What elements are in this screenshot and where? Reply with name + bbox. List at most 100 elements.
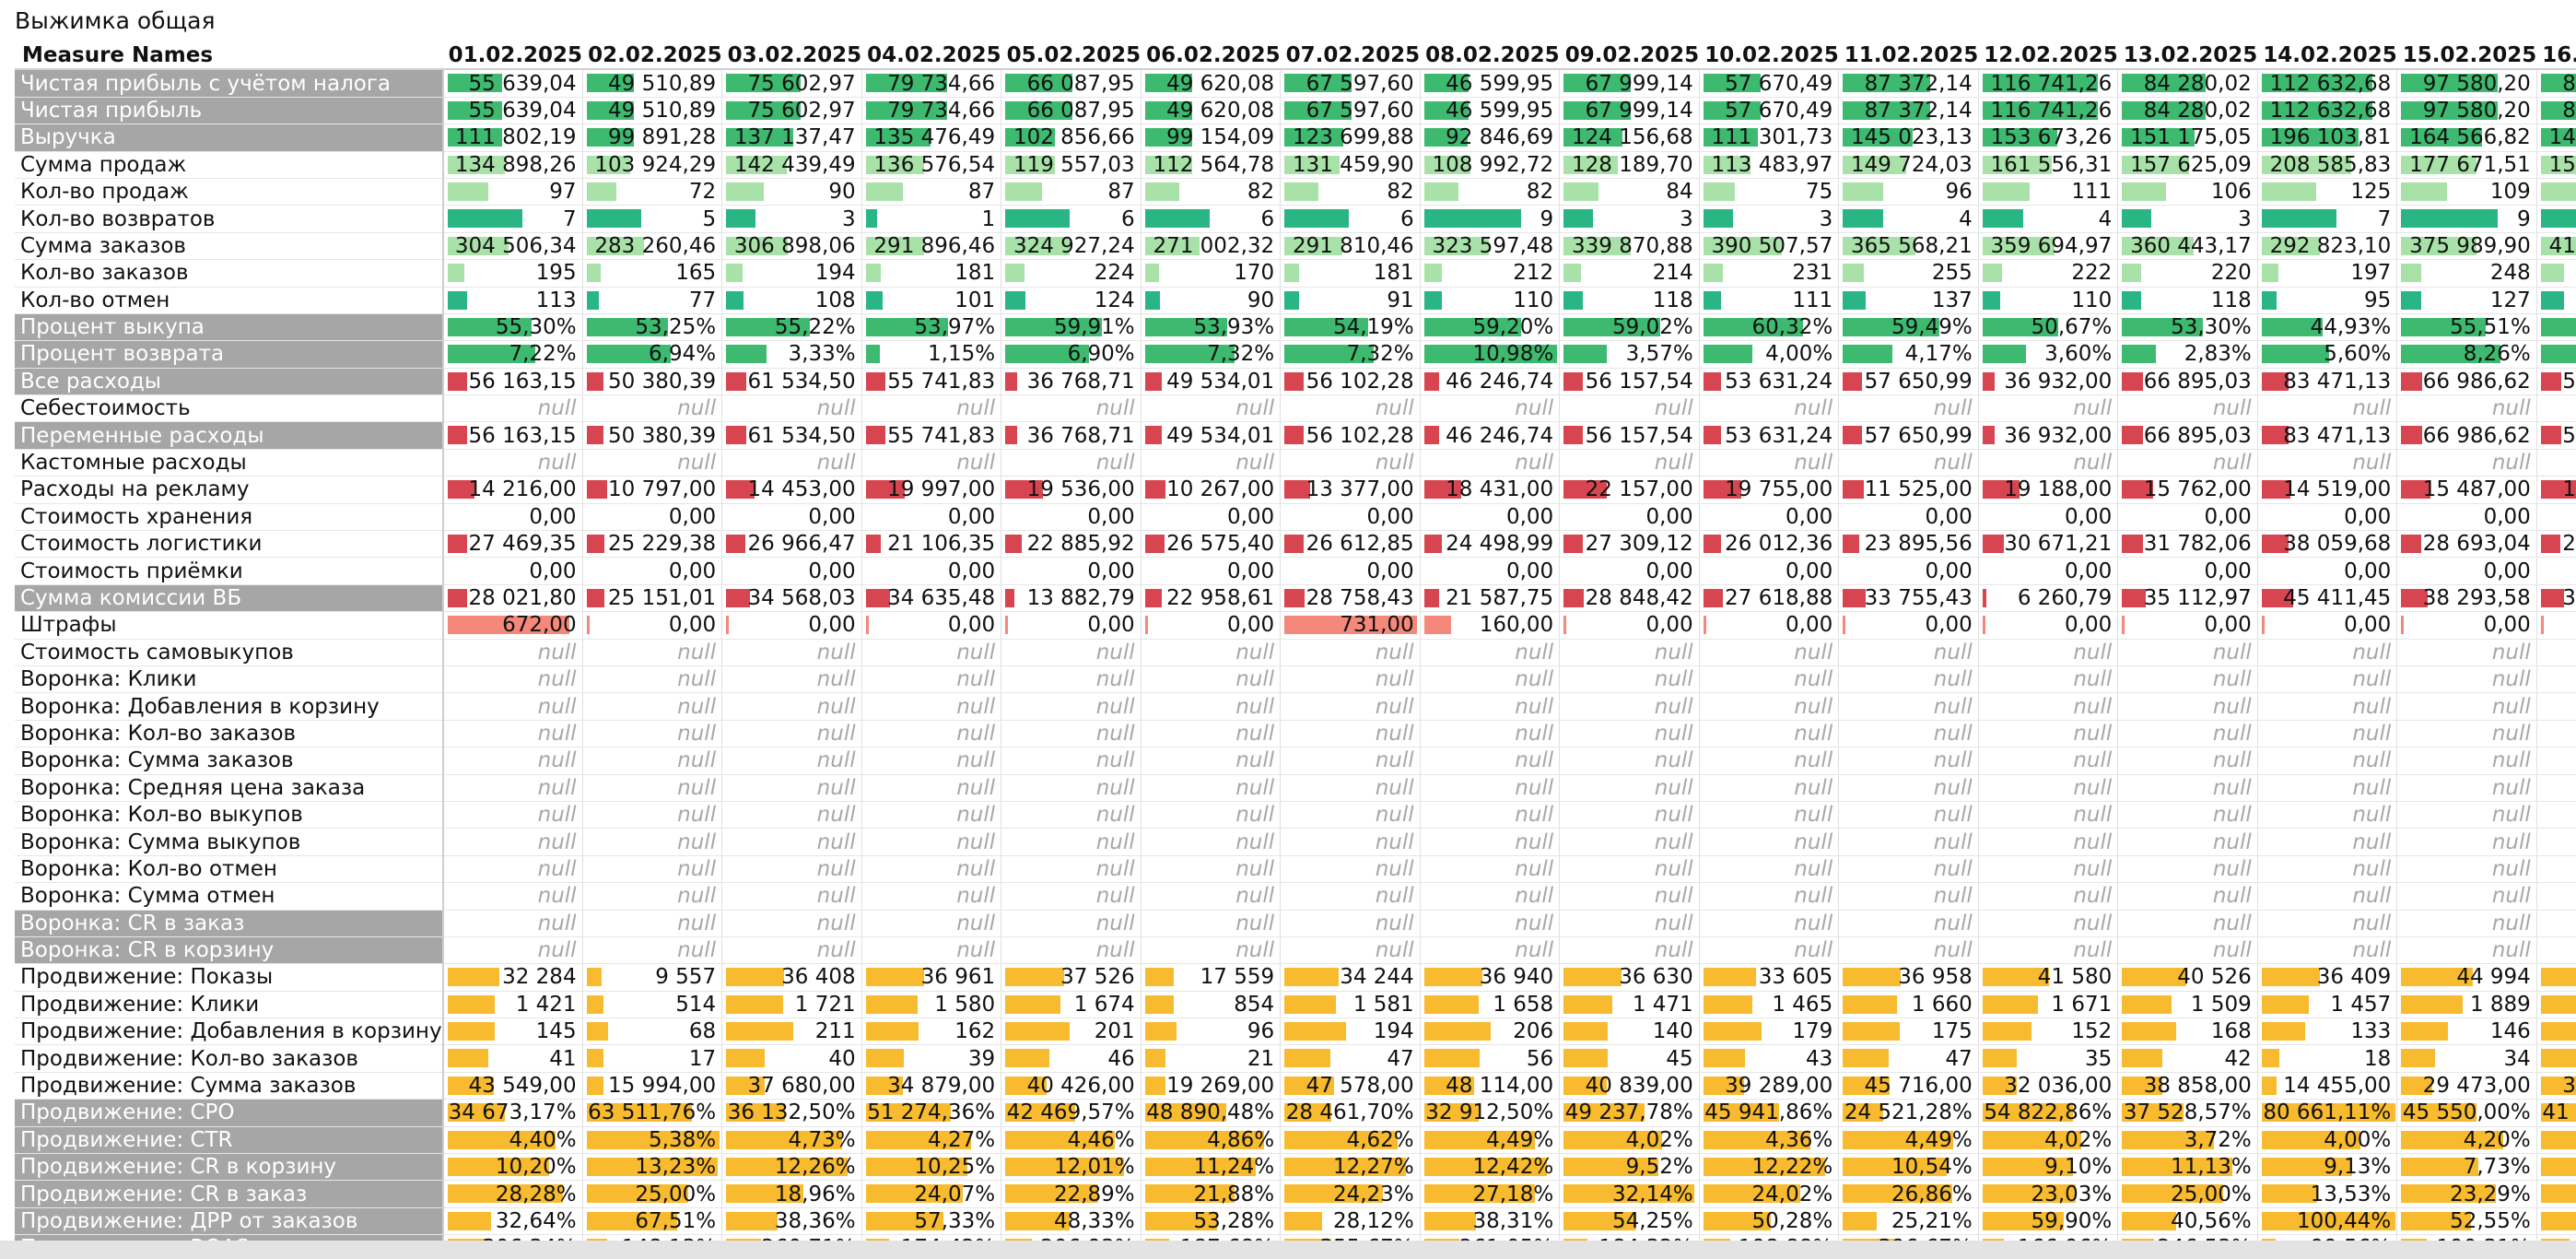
- value-cell[interactable]: null: [582, 828, 723, 856]
- value-cell[interactable]: 116 741,26: [1978, 69, 2119, 98]
- value-cell[interactable]: 34 244: [1280, 963, 1421, 992]
- value-cell[interactable]: null: [1838, 910, 1979, 937]
- measure-name-cell[interactable]: Продвижение: Сумма заказов: [15, 1072, 444, 1100]
- value-cell[interactable]: null: [582, 747, 723, 775]
- value-cell[interactable]: null: [1699, 747, 1840, 775]
- value-cell[interactable]: 34 568,03: [721, 584, 862, 613]
- value-cell[interactable]: 25 229,38: [582, 530, 723, 559]
- value-cell[interactable]: 136 576,54: [861, 151, 1002, 179]
- value-cell[interactable]: 142 439,49: [721, 151, 862, 179]
- value-cell[interactable]: 131 459,90: [1280, 151, 1421, 179]
- value-cell[interactable]: 4,62%: [1280, 1126, 1421, 1155]
- value-cell[interactable]: null: [861, 828, 1002, 856]
- value-cell[interactable]: 66 986,62: [2396, 368, 2537, 396]
- value-cell[interactable]: null: [1420, 774, 1561, 802]
- value-cell[interactable]: 36 132,50%: [721, 1099, 862, 1127]
- value-cell[interactable]: 181: [1280, 259, 1421, 288]
- value-cell[interactable]: null: [861, 394, 1002, 423]
- value-cell[interactable]: 53 631,24: [1699, 421, 1840, 450]
- value-cell[interactable]: null: [2396, 747, 2537, 775]
- value-cell[interactable]: 27 618,88: [1699, 584, 1840, 613]
- value-cell[interactable]: 24 521,28%: [1838, 1099, 1979, 1127]
- value-cell[interactable]: 53,28%: [1141, 1207, 1282, 1236]
- value-cell[interactable]: 59,20%: [1420, 313, 1561, 342]
- value-cell[interactable]: 125: [2257, 178, 2398, 206]
- value-cell[interactable]: 27 044,69: [2536, 530, 2576, 559]
- date-column-header[interactable]: 03.02.2025: [721, 42, 862, 71]
- value-cell[interactable]: null: [442, 720, 583, 748]
- value-cell[interactable]: 0,00: [2536, 611, 2576, 640]
- value-cell[interactable]: 4,02%: [1559, 1126, 1700, 1155]
- value-cell[interactable]: null: [1978, 936, 2119, 965]
- value-cell[interactable]: null: [1838, 801, 1979, 830]
- value-cell[interactable]: null: [582, 801, 723, 830]
- measure-name-cell[interactable]: Кол-во заказов: [15, 259, 444, 288]
- value-cell[interactable]: 10 797,00: [582, 476, 723, 504]
- value-cell[interactable]: 323 597,48: [1420, 232, 1561, 261]
- date-column-header[interactable]: 11.02.2025: [1838, 42, 1979, 71]
- value-cell[interactable]: 57 670,49: [1699, 97, 1840, 125]
- value-cell[interactable]: 160,00: [1420, 611, 1561, 640]
- value-cell[interactable]: null: [2117, 801, 2258, 830]
- value-cell[interactable]: null: [582, 910, 723, 937]
- value-cell[interactable]: 34 673,17%: [442, 1099, 583, 1127]
- value-cell[interactable]: null: [861, 774, 1002, 802]
- value-cell[interactable]: 112 632,68: [2257, 97, 2398, 125]
- horizontal-scrollbar[interactable]: [0, 1241, 2576, 1259]
- value-cell[interactable]: 41 580: [1978, 963, 2119, 992]
- value-cell[interactable]: null: [1001, 801, 1142, 830]
- value-cell[interactable]: 59,91%: [1001, 313, 1142, 342]
- value-cell[interactable]: 21,88%: [1141, 1180, 1282, 1208]
- value-cell[interactable]: 44 994: [2396, 963, 2537, 992]
- value-cell[interactable]: null: [2396, 394, 2537, 423]
- value-cell[interactable]: null: [1141, 692, 1282, 721]
- value-cell[interactable]: 21: [1141, 1044, 1282, 1073]
- value-cell[interactable]: 339 870,88: [1559, 232, 1700, 261]
- value-cell[interactable]: 26 612,85: [1280, 530, 1421, 559]
- value-cell[interactable]: 0,00: [1699, 503, 1840, 532]
- value-cell[interactable]: 306,34%: [442, 1234, 583, 1241]
- value-cell[interactable]: null: [1978, 720, 2119, 748]
- value-cell[interactable]: 0,00: [2396, 503, 2537, 532]
- value-cell[interactable]: 7,32%: [1141, 340, 1282, 369]
- measure-name-cell[interactable]: Кастомные расходы: [15, 449, 444, 477]
- value-cell[interactable]: null: [442, 936, 583, 965]
- value-cell[interactable]: 246,53%: [2117, 1234, 2258, 1241]
- value-cell[interactable]: 75: [1699, 178, 1840, 206]
- measure-name-cell[interactable]: Воронка: Клики: [15, 665, 444, 694]
- value-cell[interactable]: 0,00: [1001, 611, 1142, 640]
- value-cell[interactable]: 100,44%: [2257, 1207, 2398, 1236]
- value-cell[interactable]: null: [1559, 828, 1700, 856]
- value-cell[interactable]: 12,27%: [1280, 1153, 1421, 1182]
- value-cell[interactable]: 187,68%: [1141, 1234, 1282, 1241]
- value-cell[interactable]: null: [442, 639, 583, 666]
- value-cell[interactable]: 13,53%: [2257, 1180, 2398, 1208]
- value-cell[interactable]: 21 106,35: [861, 530, 1002, 559]
- value-cell[interactable]: null: [2117, 720, 2258, 748]
- value-cell[interactable]: null: [1978, 828, 2119, 856]
- value-cell[interactable]: null: [1978, 747, 2119, 775]
- date-column-header[interactable]: 09.02.2025: [1559, 42, 1700, 71]
- value-cell[interactable]: 1 581: [1280, 991, 1421, 1019]
- value-cell[interactable]: 77: [582, 287, 723, 314]
- value-cell[interactable]: 0,00: [1141, 557, 1282, 585]
- value-cell[interactable]: 2 547: [2536, 991, 2576, 1019]
- value-cell[interactable]: 6: [1001, 205, 1142, 233]
- value-cell[interactable]: null: [582, 665, 723, 694]
- value-cell[interactable]: 25,00%: [582, 1180, 723, 1208]
- value-cell[interactable]: 0,00: [1141, 503, 1282, 532]
- value-cell[interactable]: null: [1420, 882, 1561, 911]
- value-cell[interactable]: 87 372,14: [1838, 69, 1979, 98]
- value-cell[interactable]: 67 597,60: [1280, 97, 1421, 125]
- value-cell[interactable]: 66 986,62: [2396, 421, 2537, 450]
- value-cell[interactable]: 59,49%: [1838, 313, 1979, 342]
- value-cell[interactable]: 92 846,69: [1420, 124, 1561, 152]
- value-cell[interactable]: 99,56%: [2257, 1234, 2398, 1241]
- value-cell[interactable]: 1,15%: [861, 340, 1002, 369]
- value-cell[interactable]: null: [1978, 394, 2119, 423]
- value-cell[interactable]: null: [1141, 882, 1282, 911]
- value-cell[interactable]: 0,00: [1420, 557, 1561, 585]
- value-cell[interactable]: 164 566,82: [2396, 124, 2537, 152]
- value-cell[interactable]: 214: [1559, 259, 1700, 288]
- value-cell[interactable]: null: [1838, 394, 1979, 423]
